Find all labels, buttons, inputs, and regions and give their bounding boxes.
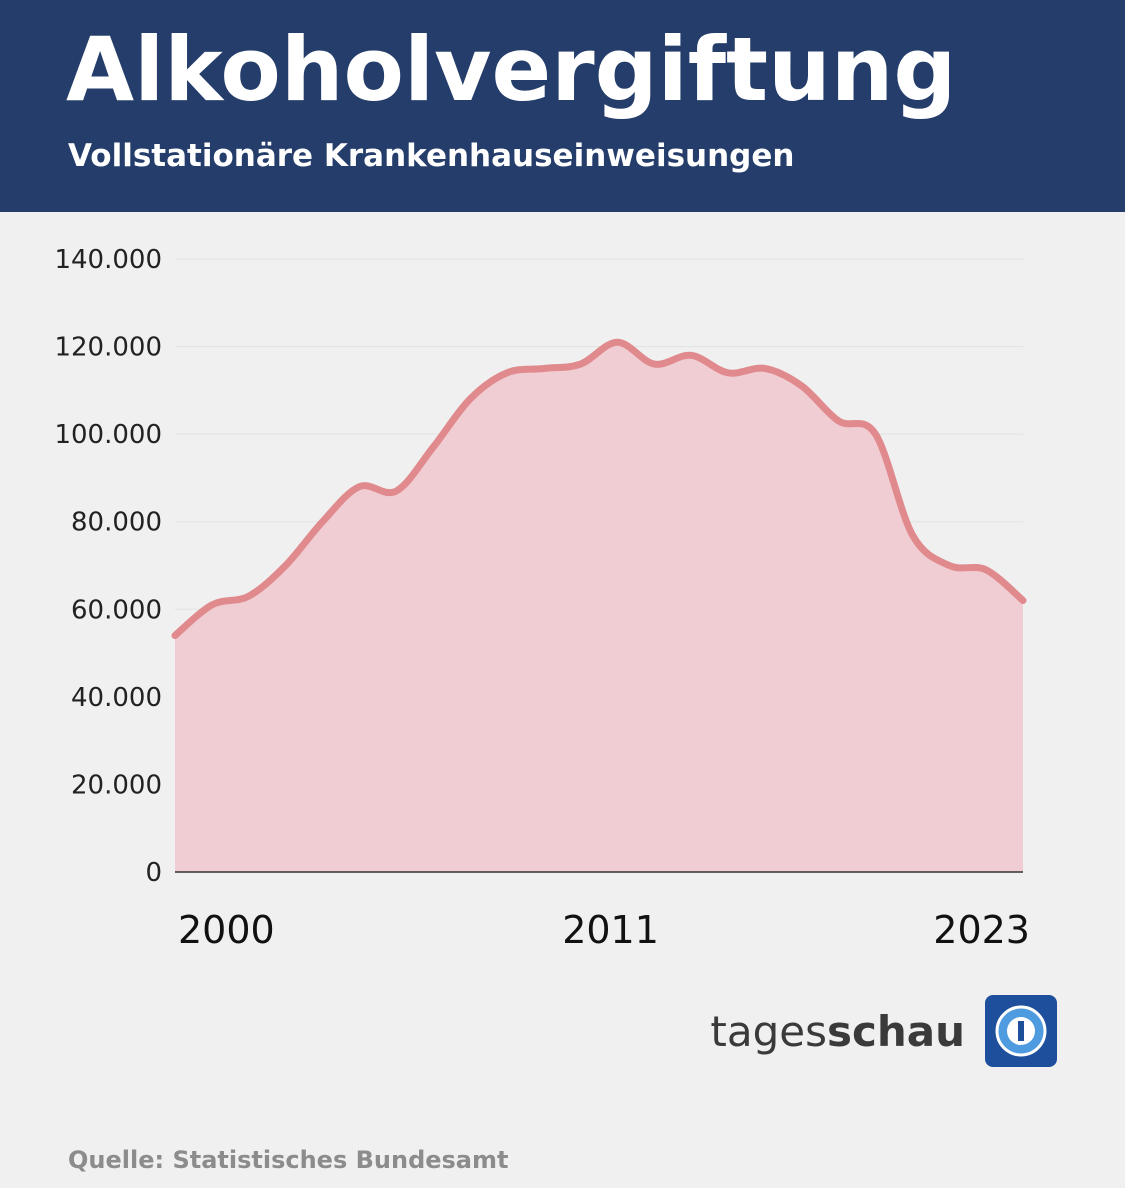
y-tick-label: 0 xyxy=(145,858,162,888)
logo-text: tagesschau xyxy=(710,1007,965,1056)
logo-icon xyxy=(985,995,1057,1067)
logo-bold: schau xyxy=(827,1007,965,1056)
chart-title: Alkoholvergiftung xyxy=(66,18,956,121)
chart-subtitle: Vollstationäre Krankenhauseinweisungen xyxy=(68,138,794,174)
y-tick-label: 120.000 xyxy=(54,333,162,363)
line xyxy=(171,338,1027,640)
x-tick-label: 2000 xyxy=(178,908,275,952)
header xyxy=(0,0,1125,212)
y-tick-label: 20.000 xyxy=(71,770,162,800)
y-tick-label: 80.000 xyxy=(71,508,162,538)
x-tick-label: 2011 xyxy=(562,908,659,952)
plot: 0 20.000 40.000 60.000 80.000 100.000 120.000 1… xyxy=(54,245,1030,952)
y-tick-label: 60.000 xyxy=(71,595,162,625)
source: Quelle: Statistisches Bundesamt xyxy=(68,1146,508,1174)
y-tick-label: 40.000 xyxy=(71,683,162,713)
y-tick-label: 140.000 xyxy=(54,245,162,275)
y-tick-label: 100.000 xyxy=(54,420,162,450)
area xyxy=(175,342,1023,872)
x-tick-label: 2023 xyxy=(933,908,1030,952)
logo-light: tages xyxy=(710,1007,827,1056)
